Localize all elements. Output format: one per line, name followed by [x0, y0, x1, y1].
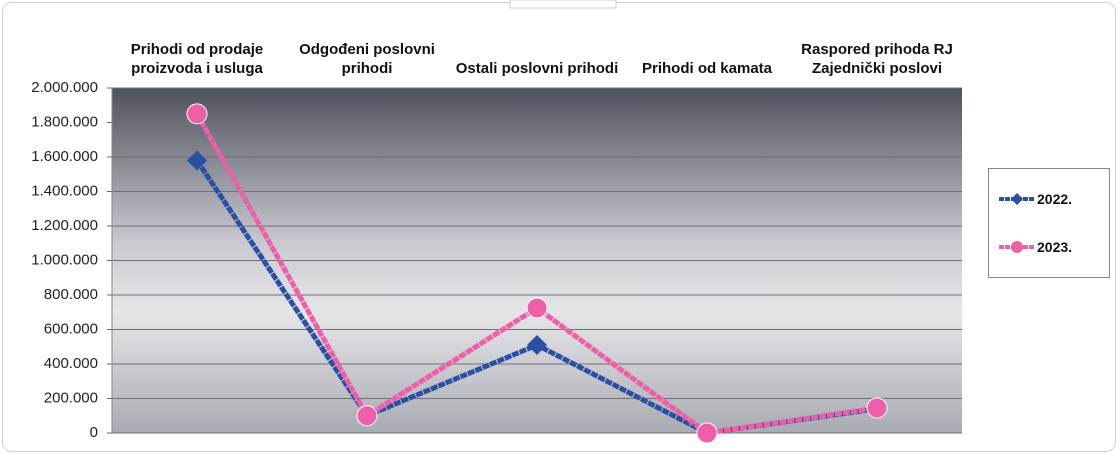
legend-marker	[1011, 193, 1023, 205]
y-tick-label: 1.000.000	[31, 251, 98, 268]
marker	[696, 422, 718, 444]
x-tick-label: Ostali poslovni prihodi	[455, 60, 619, 77]
marker	[526, 297, 548, 319]
legend-label: 2023.	[1037, 239, 1073, 255]
legend-item: 2023.	[989, 237, 1109, 257]
x-tick-label: Prihodi od prodaje proizvoda i usluga	[130, 41, 264, 77]
y-tick-label: 400.000	[44, 355, 98, 372]
marker	[187, 150, 207, 171]
legend-swatch	[999, 193, 1035, 205]
y-tick-label: 600.000	[44, 320, 98, 337]
y-tick-label: 1.400.000	[31, 182, 98, 199]
x-tick-label: Raspored prihoda RJ Zajednički poslovi	[801, 41, 953, 77]
legend-marker	[1011, 241, 1023, 253]
legend-label: 2022.	[1037, 191, 1073, 207]
tab	[509, 0, 617, 9]
y-tick-label: 800.000	[44, 286, 98, 303]
marker	[527, 335, 547, 356]
marker	[356, 405, 378, 427]
marker	[866, 397, 888, 419]
legend-item: 2022.	[989, 189, 1109, 209]
y-tick-label: 2.000.000	[31, 79, 98, 96]
y-tick-label: 1.600.000	[31, 148, 98, 165]
x-tick-label: Prihodi od kamata	[641, 60, 773, 77]
legend-swatch	[999, 241, 1035, 253]
y-tick-label: 200.000	[44, 389, 98, 406]
y-tick-label: 1.200.000	[31, 217, 98, 234]
marker	[186, 103, 208, 125]
x-tick-label: Odgođeni poslovni prihodi	[299, 41, 435, 77]
y-tick-label: 0	[90, 424, 98, 441]
legend: 2022. 2023.	[988, 168, 1110, 278]
y-tick-label: 1.800.000	[31, 113, 98, 130]
